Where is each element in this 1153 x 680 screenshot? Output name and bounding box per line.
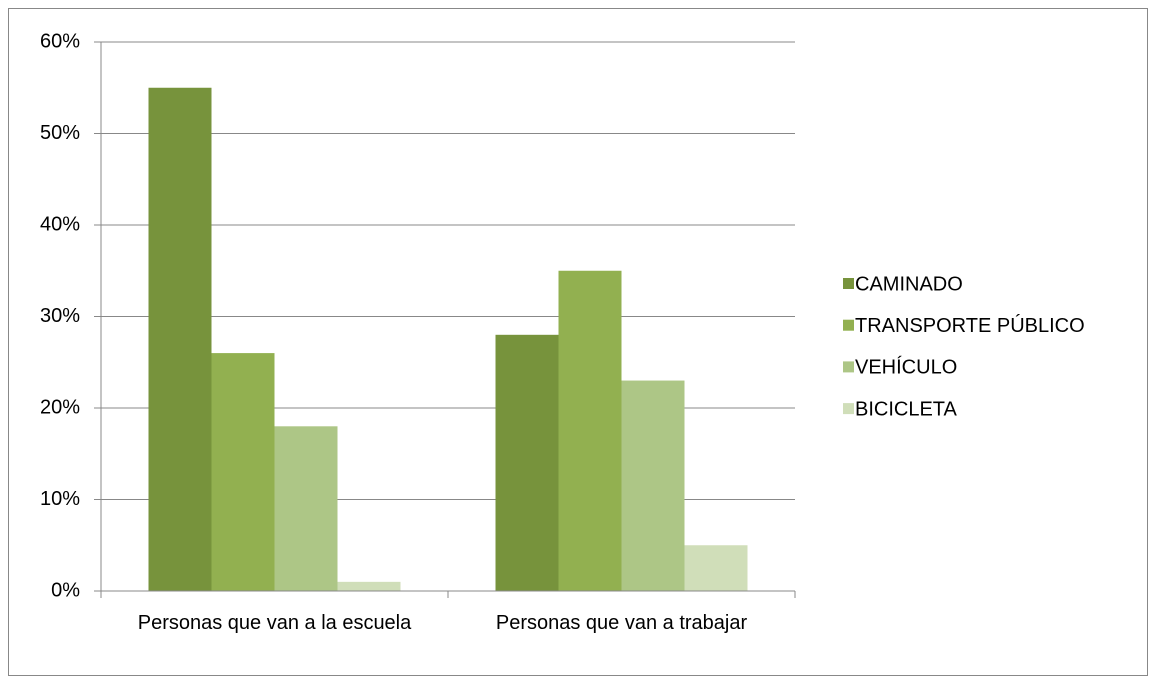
y-tick-label: 0% xyxy=(51,579,80,601)
x-tick-label: Personas que van a la escuela xyxy=(137,612,412,634)
bar xyxy=(621,380,685,591)
legend-label: VEHÍCULO xyxy=(855,356,957,379)
bar xyxy=(337,581,401,591)
y-tick-label: 20% xyxy=(40,396,80,418)
bar xyxy=(558,270,622,591)
chart-border xyxy=(8,8,1148,676)
legend-swatch xyxy=(843,319,854,331)
y-tick-label: 40% xyxy=(40,213,80,235)
legend-label: CAMINADO xyxy=(855,273,963,295)
y-tick-label: 60% xyxy=(40,30,80,52)
y-tick-label: 10% xyxy=(40,488,80,510)
y-tick-label: 50% xyxy=(40,122,80,144)
x-tick-label: Personas que van a trabajar xyxy=(495,612,748,634)
bar xyxy=(211,353,275,591)
y-tick-label: 30% xyxy=(40,305,80,327)
bar xyxy=(274,426,338,591)
legend-label: BICICLETA xyxy=(855,398,958,420)
bar xyxy=(684,545,748,591)
bar xyxy=(495,334,559,591)
legend-swatch xyxy=(843,403,854,415)
legend-swatch xyxy=(843,361,854,373)
bar xyxy=(148,87,212,591)
legend-swatch xyxy=(843,278,854,289)
legend-label: TRANSPORTE PÚBLICO xyxy=(855,314,1085,337)
